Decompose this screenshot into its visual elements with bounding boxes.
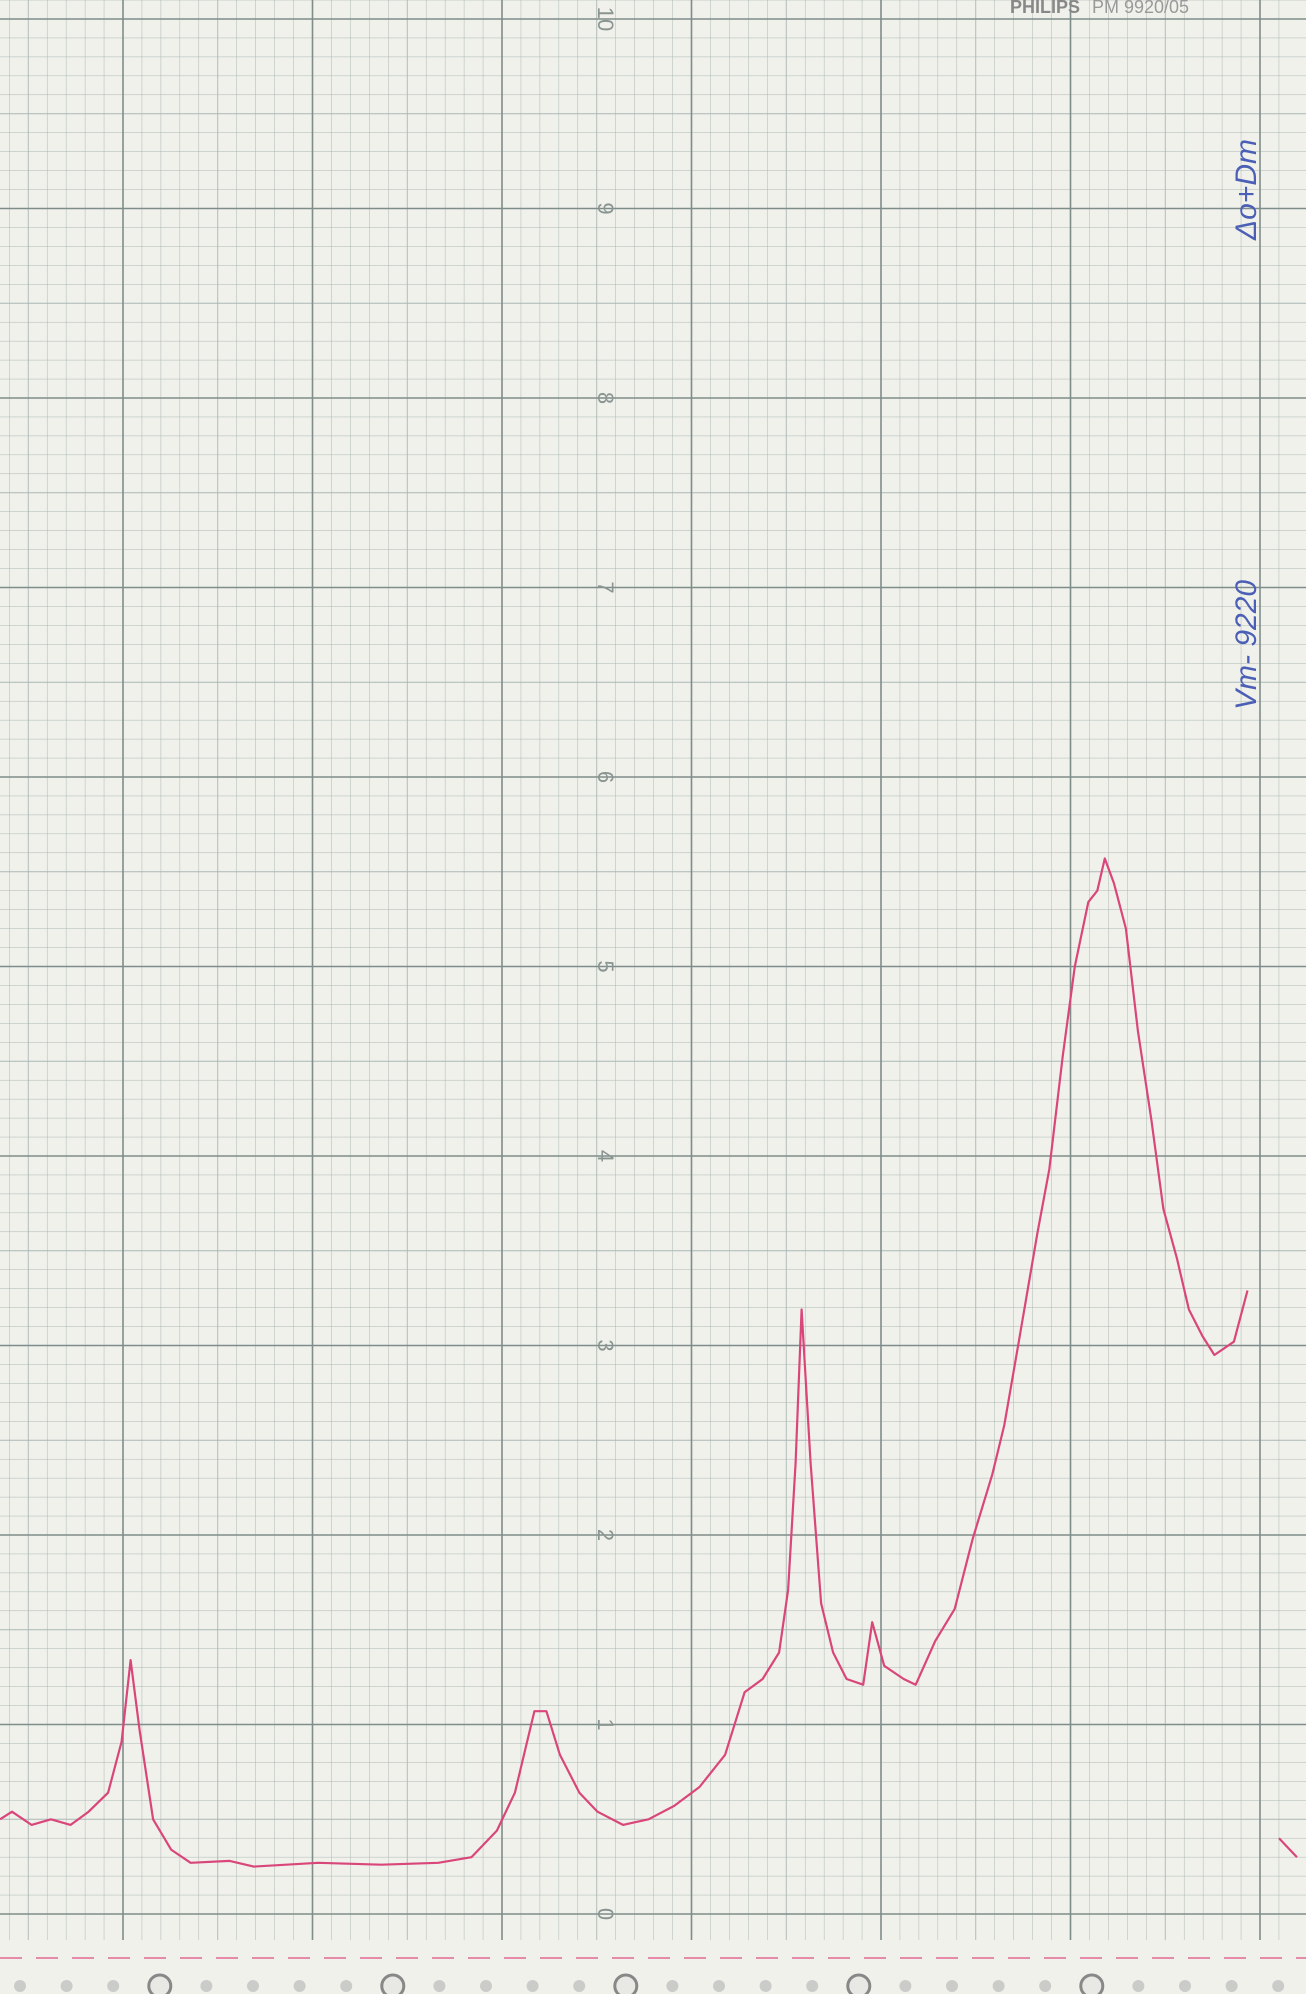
feed-hole — [1132, 1980, 1145, 1992]
feed-hole — [293, 1980, 306, 1992]
feed-hole — [247, 1980, 259, 1992]
feed-hole — [1272, 1980, 1285, 1992]
feed-hole — [806, 1980, 819, 1992]
y-tick-label: 1 — [593, 1718, 618, 1730]
feed-hole — [1039, 1980, 1052, 1992]
handwritten-note: Δo+Dm — [1230, 139, 1263, 241]
feed-hole — [946, 1980, 958, 1992]
y-tick-label: 2 — [593, 1529, 618, 1541]
feed-hole — [666, 1980, 679, 1992]
y-tick-label: 0 — [593, 1908, 618, 1920]
feed-hole — [60, 1980, 73, 1992]
feed-hole — [526, 1980, 539, 1992]
feed-hole — [992, 1980, 1005, 1992]
feed-hole — [480, 1980, 492, 1992]
feed-hole — [846, 1973, 872, 1994]
feed-hole — [899, 1980, 912, 1992]
feed-hole — [380, 1973, 406, 1994]
y-tick-label: 5 — [593, 960, 618, 972]
trace — [0, 857, 1298, 1868]
feed-hole — [433, 1980, 446, 1992]
y-tick-label: 4 — [593, 1150, 618, 1162]
feed-hole — [573, 1980, 586, 1992]
y-tick-label: 6 — [593, 771, 618, 783]
y-tick-label: 8 — [593, 392, 618, 404]
brand: PHILIPS — [1010, 0, 1080, 17]
feed-hole — [759, 1980, 772, 1992]
feed-hole — [340, 1980, 353, 1992]
feed-hole — [1225, 1980, 1238, 1992]
y-tick-label: 10 — [593, 7, 618, 31]
feed-hole — [200, 1980, 213, 1992]
feed-hole — [14, 1980, 26, 1992]
model: PM 9920/05 — [1092, 0, 1189, 17]
feed-hole — [107, 1980, 120, 1992]
feed-hole — [147, 1973, 173, 1994]
feed-hole — [613, 1973, 639, 1994]
feed-hole — [1079, 1973, 1105, 1994]
y-tick-label: 9 — [593, 202, 618, 214]
feed-hole — [1179, 1980, 1191, 1992]
y-tick-label: 7 — [593, 581, 618, 593]
y-tick-label: 3 — [593, 1339, 618, 1351]
feed-hole — [713, 1980, 725, 1992]
handwritten-note: Vm- 9220 — [1230, 580, 1263, 710]
grid — [0, 0, 1306, 1940]
